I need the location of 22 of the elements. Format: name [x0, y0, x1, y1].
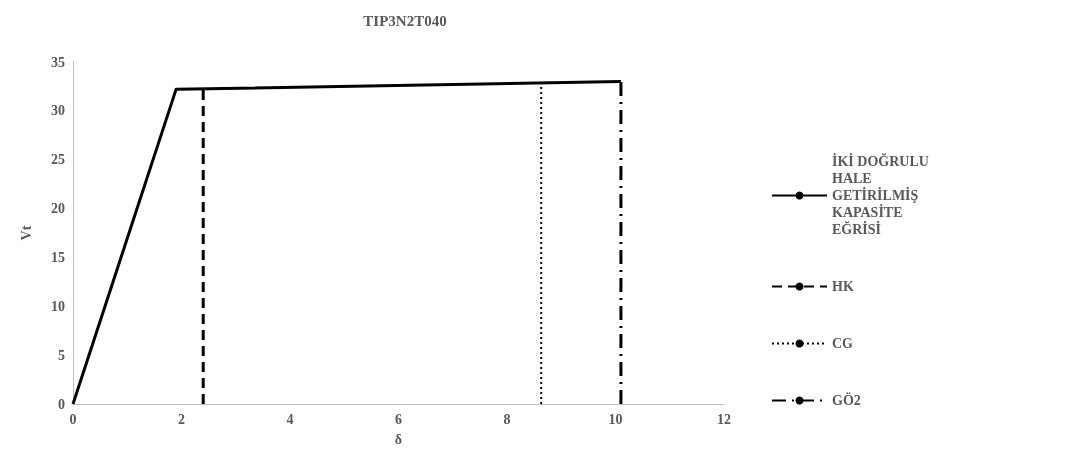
x-tick-label: 0	[69, 411, 77, 427]
y-tick-label: 20	[51, 201, 65, 217]
y-tick-label: 10	[51, 298, 65, 314]
x-tick-label: 2	[178, 411, 185, 427]
x-tick-label: 12	[717, 411, 731, 427]
x-tick-label: 6	[395, 411, 402, 427]
chart-title: TIP3N2T040	[363, 12, 447, 29]
y-tick-label: 0	[58, 396, 65, 412]
legend-label: CG	[832, 336, 854, 351]
y-tick-label: 25	[51, 152, 65, 168]
x-tick-label: 8	[503, 411, 511, 427]
y-axis-title: Vt	[18, 225, 34, 241]
y-tick-label: 5	[58, 347, 65, 363]
legend-label: GÖ2	[832, 392, 861, 408]
y-tick-label: 30	[51, 103, 65, 119]
legend-label: HK	[832, 279, 854, 294]
y-tick-label: 15	[51, 249, 65, 265]
y-tick-label: 35	[51, 54, 65, 70]
x-tick-label: 10	[608, 411, 623, 427]
x-axis-title: δ	[394, 431, 403, 447]
x-tick-label: 4	[286, 411, 294, 427]
legend-label: İKİ DOĞRULU HALE GETİRİLMİŞ KAPASİTE EĞRİSİ	[832, 153, 933, 237]
